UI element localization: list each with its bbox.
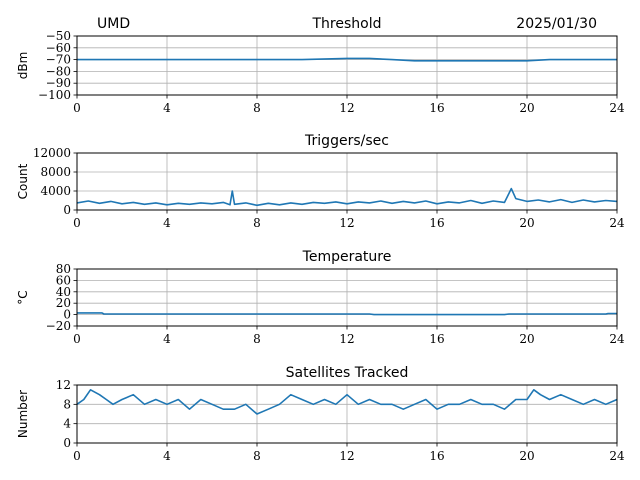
x-tick-label: 16 [429,101,444,115]
y-tick-label: 4 [63,417,71,431]
chart-title: Temperature [302,249,392,265]
chart-title: Threshold [312,16,382,32]
y-tick-label: 8 [63,397,71,411]
x-tick-label: 0 [73,332,81,346]
x-tick-label: 0 [73,449,81,463]
series-line [77,57,617,62]
x-tick-label: 24 [609,332,625,346]
chart-title: Triggers/sec [304,133,389,149]
x-tick-label: 12 [339,332,354,346]
y-tick-label: −60 [46,41,71,55]
chart-panel-2: 0 4 8 12 16 20 24 0 4000 8000 12000 Triggers/sec Cou… [16,133,625,230]
x-tick-label: 16 [429,332,444,346]
x-tick-label: 24 [609,449,625,463]
x-tick-label: 24 [609,101,625,115]
x-tick-label: 4 [163,216,171,230]
x-tick-label: 24 [609,216,625,230]
series-line [76,388,618,415]
chart-panel-1: 0 4 8 12 16 20 24 −100−90−80−70−60−50 Threshold d… [16,16,625,115]
x-tick-label: 4 [163,101,171,115]
y-tick-label: 0 [63,436,71,450]
y-tick-label: −100 [38,88,71,102]
y-tick-label: −70 [46,53,71,67]
x-tick-label: 4 [163,332,171,346]
y-axis-label: dBm [16,52,30,80]
series-line [77,312,617,316]
y-tick-label: 12000 [33,146,71,160]
y-tick-label: −20 [46,319,71,333]
x-tick-label: 20 [519,449,534,463]
x-tick-label: 4 [163,449,171,463]
y-axis-label: Count [16,163,30,199]
y-tick-label: 0 [63,308,71,322]
y-tick-label: 80 [56,262,71,276]
chart-title: Satellites Tracked [286,365,409,381]
x-tick-label: 0 [73,101,81,115]
y-axis-label: Number [16,390,30,438]
x-tick-label: 8 [253,449,261,463]
x-tick-label: 8 [253,101,261,115]
x-tick-label: 8 [253,216,261,230]
station-label: UMD [97,16,130,32]
x-tick-label: 12 [339,216,354,230]
x-tick-label: 8 [253,332,261,346]
x-tick-label: 16 [429,216,444,230]
chart-panel-4: 0 4 8 12 16 20 24 0 4 8 12 Satellites Tracked Number [16,365,625,463]
x-tick-label: 20 [519,101,534,115]
x-tick-label: 12 [339,101,354,115]
y-tick-label: 4000 [40,184,71,198]
x-tick-label: 12 [339,449,354,463]
y-tick-label: 60 [56,273,71,287]
y-axis-label: °C [16,290,30,304]
y-tick-label: −50 [46,29,71,43]
y-tick-label: 12 [56,378,71,392]
date-label: 2025/01/30 [516,16,597,32]
y-tick-label: 20 [56,296,71,310]
x-tick-label: 20 [519,216,534,230]
y-tick-label: 40 [56,285,71,299]
y-tick-label: 0 [63,203,71,217]
x-tick-label: 16 [429,449,444,463]
y-tick-label: −80 [46,64,71,78]
x-tick-label: 0 [73,216,81,230]
y-tick-label: 8000 [40,165,71,179]
x-tick-label: 20 [519,332,534,346]
series-line [76,187,618,207]
y-tick-label: −90 [46,76,71,90]
